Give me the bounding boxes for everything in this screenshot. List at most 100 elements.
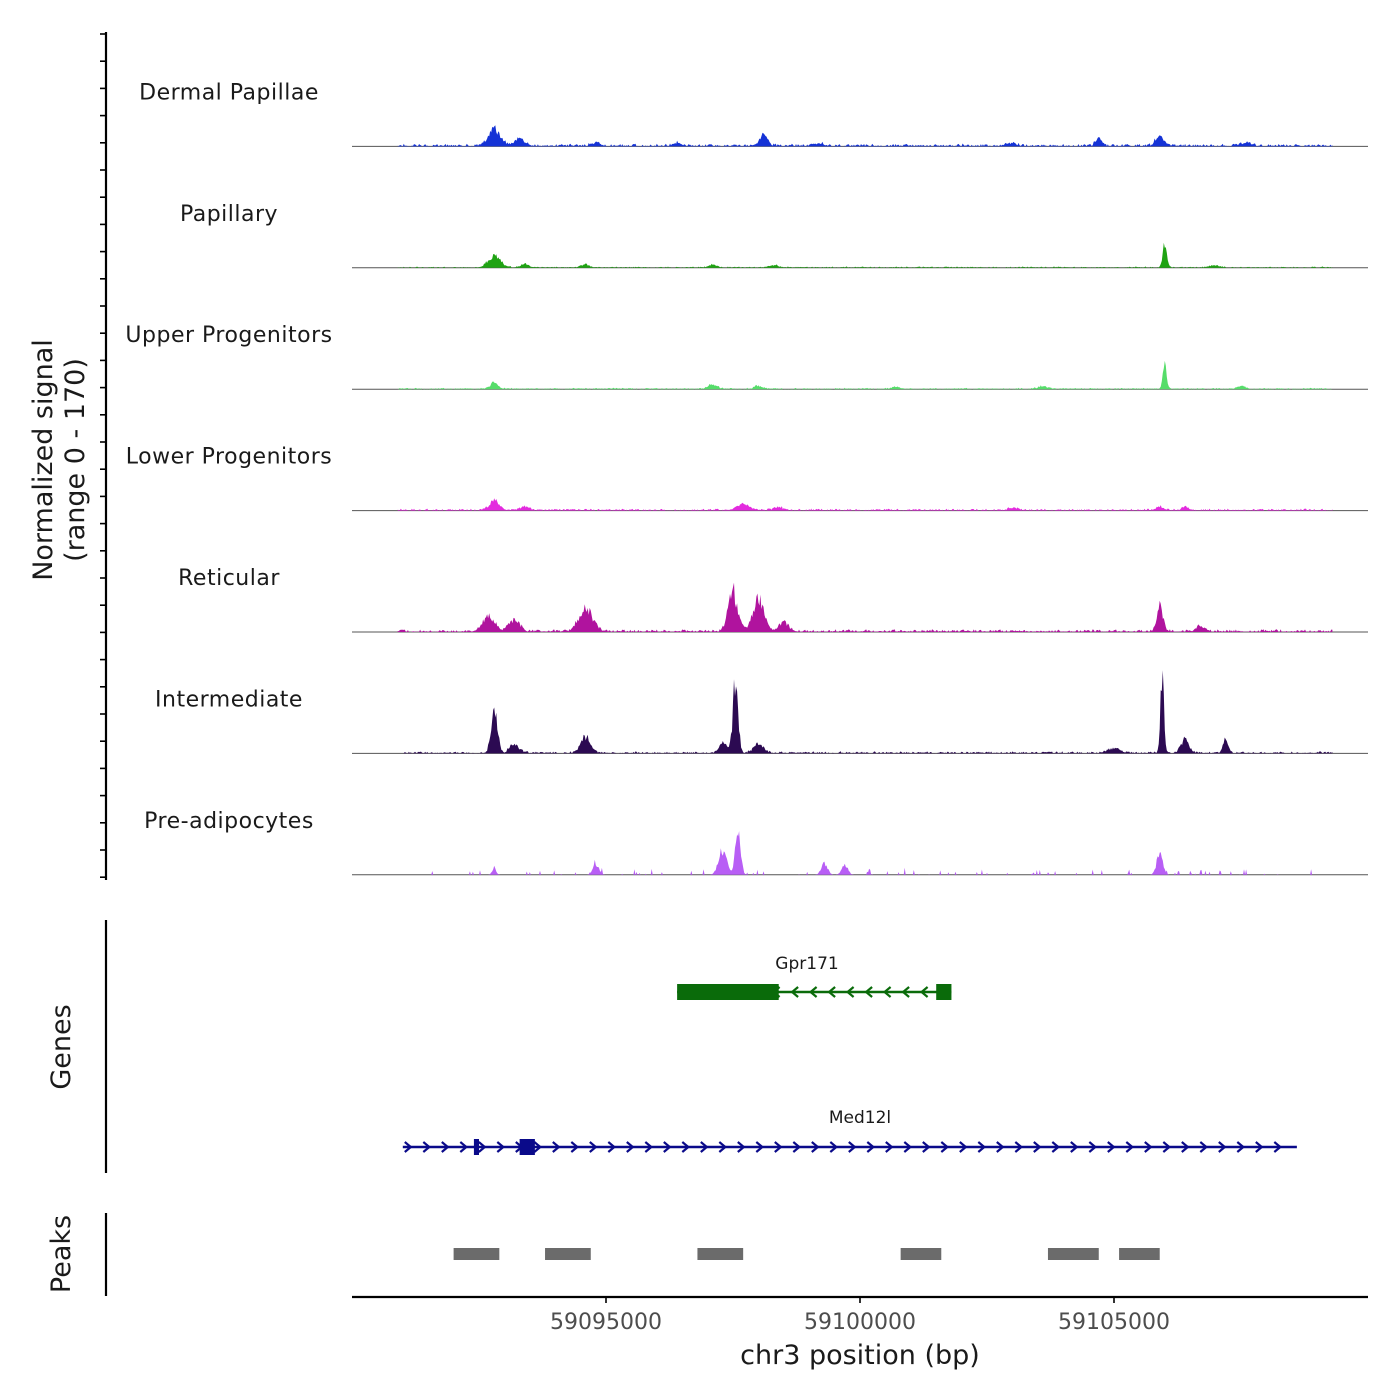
strand-arrow <box>441 1141 450 1153</box>
strand-arrow <box>1144 1141 1153 1153</box>
strand-arrow <box>882 986 892 998</box>
strand-arrow <box>1255 1141 1264 1153</box>
strand-arrow <box>919 986 929 998</box>
strand-arrow <box>533 1141 543 1153</box>
x-tick-label: 59100000 <box>804 1310 916 1335</box>
strand-arrow <box>808 986 818 998</box>
track-dermal-papillae: Dermal Papillae <box>139 80 1368 147</box>
strand-arrow <box>959 1141 968 1153</box>
strand-arrow <box>478 1141 487 1153</box>
strand-arrow <box>1181 1141 1190 1153</box>
strand-arrow <box>681 1141 691 1153</box>
peak-region <box>1047 1248 1099 1260</box>
strand-arrow <box>1051 1141 1061 1153</box>
strand-arrow <box>845 986 855 998</box>
strand-arrow <box>404 1141 413 1153</box>
gene-annotations: Gpr171 Med12l <box>402 954 1297 1155</box>
y-axis-title-line1: Normalized signal <box>28 339 59 581</box>
track-intermediate: Intermediate <box>155 670 1368 754</box>
peak-region <box>453 1248 500 1260</box>
strand-arrow <box>901 986 910 998</box>
strand-arrow <box>977 1141 987 1153</box>
strand-arrow <box>737 1141 746 1153</box>
strand-arrow <box>864 986 873 998</box>
track-signal-area <box>397 242 1333 268</box>
track-signal-area <box>397 582 1333 632</box>
track-upper-progenitors: Upper Progenitors <box>125 323 1368 390</box>
strand-arrow <box>903 1141 913 1153</box>
track-label: Pre-adipocytes <box>144 809 314 834</box>
track-reticular: Reticular <box>178 566 1368 633</box>
gene-med12l: Med12l <box>402 1108 1297 1155</box>
track-signal-area <box>397 360 1333 390</box>
strand-arrow <box>940 1141 950 1153</box>
track-label: Reticular <box>178 566 280 591</box>
strand-arrow <box>1014 1141 1024 1153</box>
track-label: Papillary <box>180 202 278 227</box>
gene-exon <box>677 984 779 1000</box>
strand-arrow <box>1162 1141 1172 1153</box>
strand-arrow <box>422 1141 432 1153</box>
strand-arrow <box>1033 1141 1042 1153</box>
x-tick-label: 59105000 <box>1058 1310 1170 1335</box>
strand-arrow <box>589 1141 598 1153</box>
peak-region <box>545 1248 591 1260</box>
track-label: Dermal Papillae <box>139 80 319 105</box>
y-axis-title: Normalized signal (range 0 - 170) <box>28 339 91 581</box>
strand-arrow <box>459 1141 469 1153</box>
strand-arrow <box>663 1141 672 1153</box>
strand-arrow <box>570 1141 580 1153</box>
track-signal-area <box>402 670 1333 754</box>
strand-arrow <box>827 986 836 998</box>
track-signal-area <box>397 125 1333 147</box>
strand-arrow <box>1199 1141 1209 1153</box>
track-pre-adipocytes: Pre-adipocytes <box>144 809 1368 876</box>
strand-arrow <box>552 1141 561 1153</box>
track-signal-area <box>413 831 1333 875</box>
strand-arrow <box>792 1141 802 1153</box>
peak-region <box>697 1248 744 1260</box>
strand-arrow <box>755 1141 765 1153</box>
strand-arrow <box>1218 1141 1227 1153</box>
strand-arrow <box>922 1141 931 1153</box>
gene-exon <box>519 1139 535 1155</box>
strand-arrow <box>1236 1141 1246 1153</box>
coverage-tracks: Dermal Papillae Papillary Upper Progenitor… <box>125 80 1368 876</box>
gene-exon <box>473 1139 479 1155</box>
peaks-panel-label: Peaks <box>46 1215 77 1293</box>
x-axis-title: chr3 position (bp) <box>740 1340 980 1371</box>
strand-arrow <box>1125 1141 1135 1153</box>
strand-arrow <box>790 986 799 998</box>
coverage-y-ticks <box>100 33 106 879</box>
track-signal-area <box>397 498 1333 511</box>
gene-exon <box>936 984 952 1000</box>
track-label: Lower Progenitors <box>126 445 332 470</box>
peak-regions <box>453 1248 1160 1260</box>
strand-arrow <box>774 1141 783 1153</box>
x-tick-label: 59095000 <box>550 1310 662 1335</box>
y-axis-title-line2: (range 0 - 170) <box>60 358 91 562</box>
strand-arrow <box>626 1141 635 1153</box>
track-label: Intermediate <box>155 687 303 712</box>
gene-gpr171: Gpr171 <box>677 954 952 1000</box>
gene-name-label: Med12l <box>829 1108 891 1128</box>
strand-arrow <box>829 1141 839 1153</box>
strand-arrow <box>1107 1141 1116 1153</box>
strand-arrow <box>996 1141 1005 1153</box>
strand-arrow <box>496 1141 506 1153</box>
strand-arrow <box>1070 1141 1079 1153</box>
strand-arrow <box>811 1141 820 1153</box>
strand-arrow <box>1273 1141 1283 1153</box>
strand-arrow <box>848 1141 857 1153</box>
strand-arrow <box>885 1141 894 1153</box>
strand-arrow <box>700 1141 709 1153</box>
peak-region <box>900 1248 942 1260</box>
strand-arrow <box>718 1141 728 1153</box>
strand-arrow <box>1088 1141 1098 1153</box>
track-label: Upper Progenitors <box>125 323 332 348</box>
peak-region <box>1119 1248 1160 1260</box>
strand-arrow <box>607 1141 617 1153</box>
strand-arrow <box>866 1141 876 1153</box>
track-lower-progenitors: Lower Progenitors <box>126 445 1368 512</box>
